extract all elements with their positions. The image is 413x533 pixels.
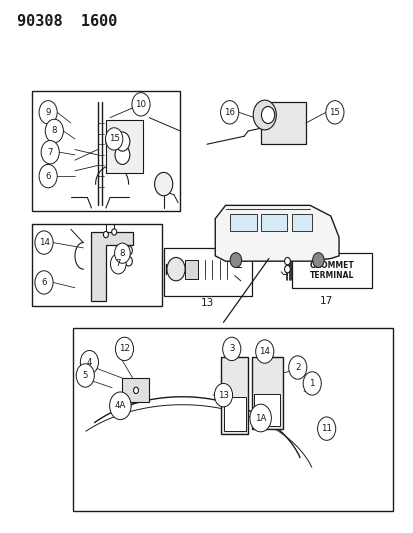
Circle shape xyxy=(39,101,57,124)
Circle shape xyxy=(166,257,185,281)
Circle shape xyxy=(132,93,150,116)
Text: 4: 4 xyxy=(86,358,92,367)
FancyBboxPatch shape xyxy=(260,102,305,144)
Text: 13: 13 xyxy=(200,298,213,309)
Circle shape xyxy=(220,101,238,124)
Text: 12: 12 xyxy=(119,344,130,353)
FancyBboxPatch shape xyxy=(122,378,149,402)
FancyBboxPatch shape xyxy=(73,328,392,511)
Circle shape xyxy=(214,383,232,407)
Text: 1: 1 xyxy=(309,379,314,388)
Circle shape xyxy=(317,417,335,440)
Text: 10: 10 xyxy=(135,100,146,109)
Circle shape xyxy=(114,243,130,263)
Circle shape xyxy=(112,229,116,235)
Circle shape xyxy=(222,337,240,361)
Text: 13: 13 xyxy=(218,391,228,400)
Text: 14: 14 xyxy=(38,238,50,247)
Circle shape xyxy=(133,387,138,393)
Circle shape xyxy=(230,253,241,268)
FancyBboxPatch shape xyxy=(31,224,161,306)
Text: 5: 5 xyxy=(82,371,88,380)
Circle shape xyxy=(302,372,320,395)
Circle shape xyxy=(253,100,275,130)
Text: 15: 15 xyxy=(329,108,339,117)
Circle shape xyxy=(76,364,94,387)
Polygon shape xyxy=(215,205,338,261)
Circle shape xyxy=(103,231,108,238)
Circle shape xyxy=(125,256,132,266)
Circle shape xyxy=(284,265,290,273)
Circle shape xyxy=(45,119,63,143)
Text: 9: 9 xyxy=(45,108,51,117)
FancyBboxPatch shape xyxy=(223,397,246,431)
FancyBboxPatch shape xyxy=(251,357,282,429)
Text: 8: 8 xyxy=(119,249,125,258)
FancyBboxPatch shape xyxy=(253,394,280,426)
Circle shape xyxy=(284,257,290,265)
Circle shape xyxy=(261,107,274,124)
FancyBboxPatch shape xyxy=(221,357,248,434)
Circle shape xyxy=(115,146,130,165)
Circle shape xyxy=(105,128,123,150)
Circle shape xyxy=(80,351,98,374)
Circle shape xyxy=(35,271,53,294)
Polygon shape xyxy=(91,232,133,301)
Text: 11: 11 xyxy=(320,424,331,433)
Text: 6: 6 xyxy=(45,172,51,181)
Circle shape xyxy=(39,165,57,188)
Circle shape xyxy=(288,356,306,379)
Circle shape xyxy=(110,254,126,274)
Circle shape xyxy=(249,404,271,432)
Text: 6: 6 xyxy=(41,278,47,287)
Circle shape xyxy=(154,172,172,196)
Circle shape xyxy=(41,141,59,164)
FancyBboxPatch shape xyxy=(185,260,197,279)
FancyBboxPatch shape xyxy=(260,214,287,231)
Text: 7: 7 xyxy=(47,148,53,157)
Text: 14: 14 xyxy=(259,347,270,356)
Text: 8: 8 xyxy=(52,126,57,135)
FancyBboxPatch shape xyxy=(291,253,371,288)
Circle shape xyxy=(255,340,273,364)
Circle shape xyxy=(125,246,132,255)
Text: GROMMET
TERMINAL: GROMMET TERMINAL xyxy=(309,261,354,280)
Circle shape xyxy=(312,253,323,268)
Circle shape xyxy=(115,337,133,361)
Text: 15: 15 xyxy=(108,134,119,143)
Text: 16: 16 xyxy=(224,108,235,117)
Text: 1A: 1A xyxy=(254,414,266,423)
Text: 4A: 4A xyxy=(114,401,126,410)
FancyBboxPatch shape xyxy=(163,248,252,296)
FancyBboxPatch shape xyxy=(106,120,143,173)
Text: 90308  1600: 90308 1600 xyxy=(17,14,117,29)
Circle shape xyxy=(325,101,343,124)
FancyBboxPatch shape xyxy=(229,214,256,231)
Text: 17: 17 xyxy=(319,296,332,306)
Circle shape xyxy=(109,392,131,419)
FancyBboxPatch shape xyxy=(291,214,311,231)
Circle shape xyxy=(35,231,53,254)
Text: 7: 7 xyxy=(115,260,121,268)
Text: 3: 3 xyxy=(228,344,234,353)
FancyBboxPatch shape xyxy=(31,91,180,211)
Circle shape xyxy=(115,132,130,151)
Text: 2: 2 xyxy=(294,363,300,372)
